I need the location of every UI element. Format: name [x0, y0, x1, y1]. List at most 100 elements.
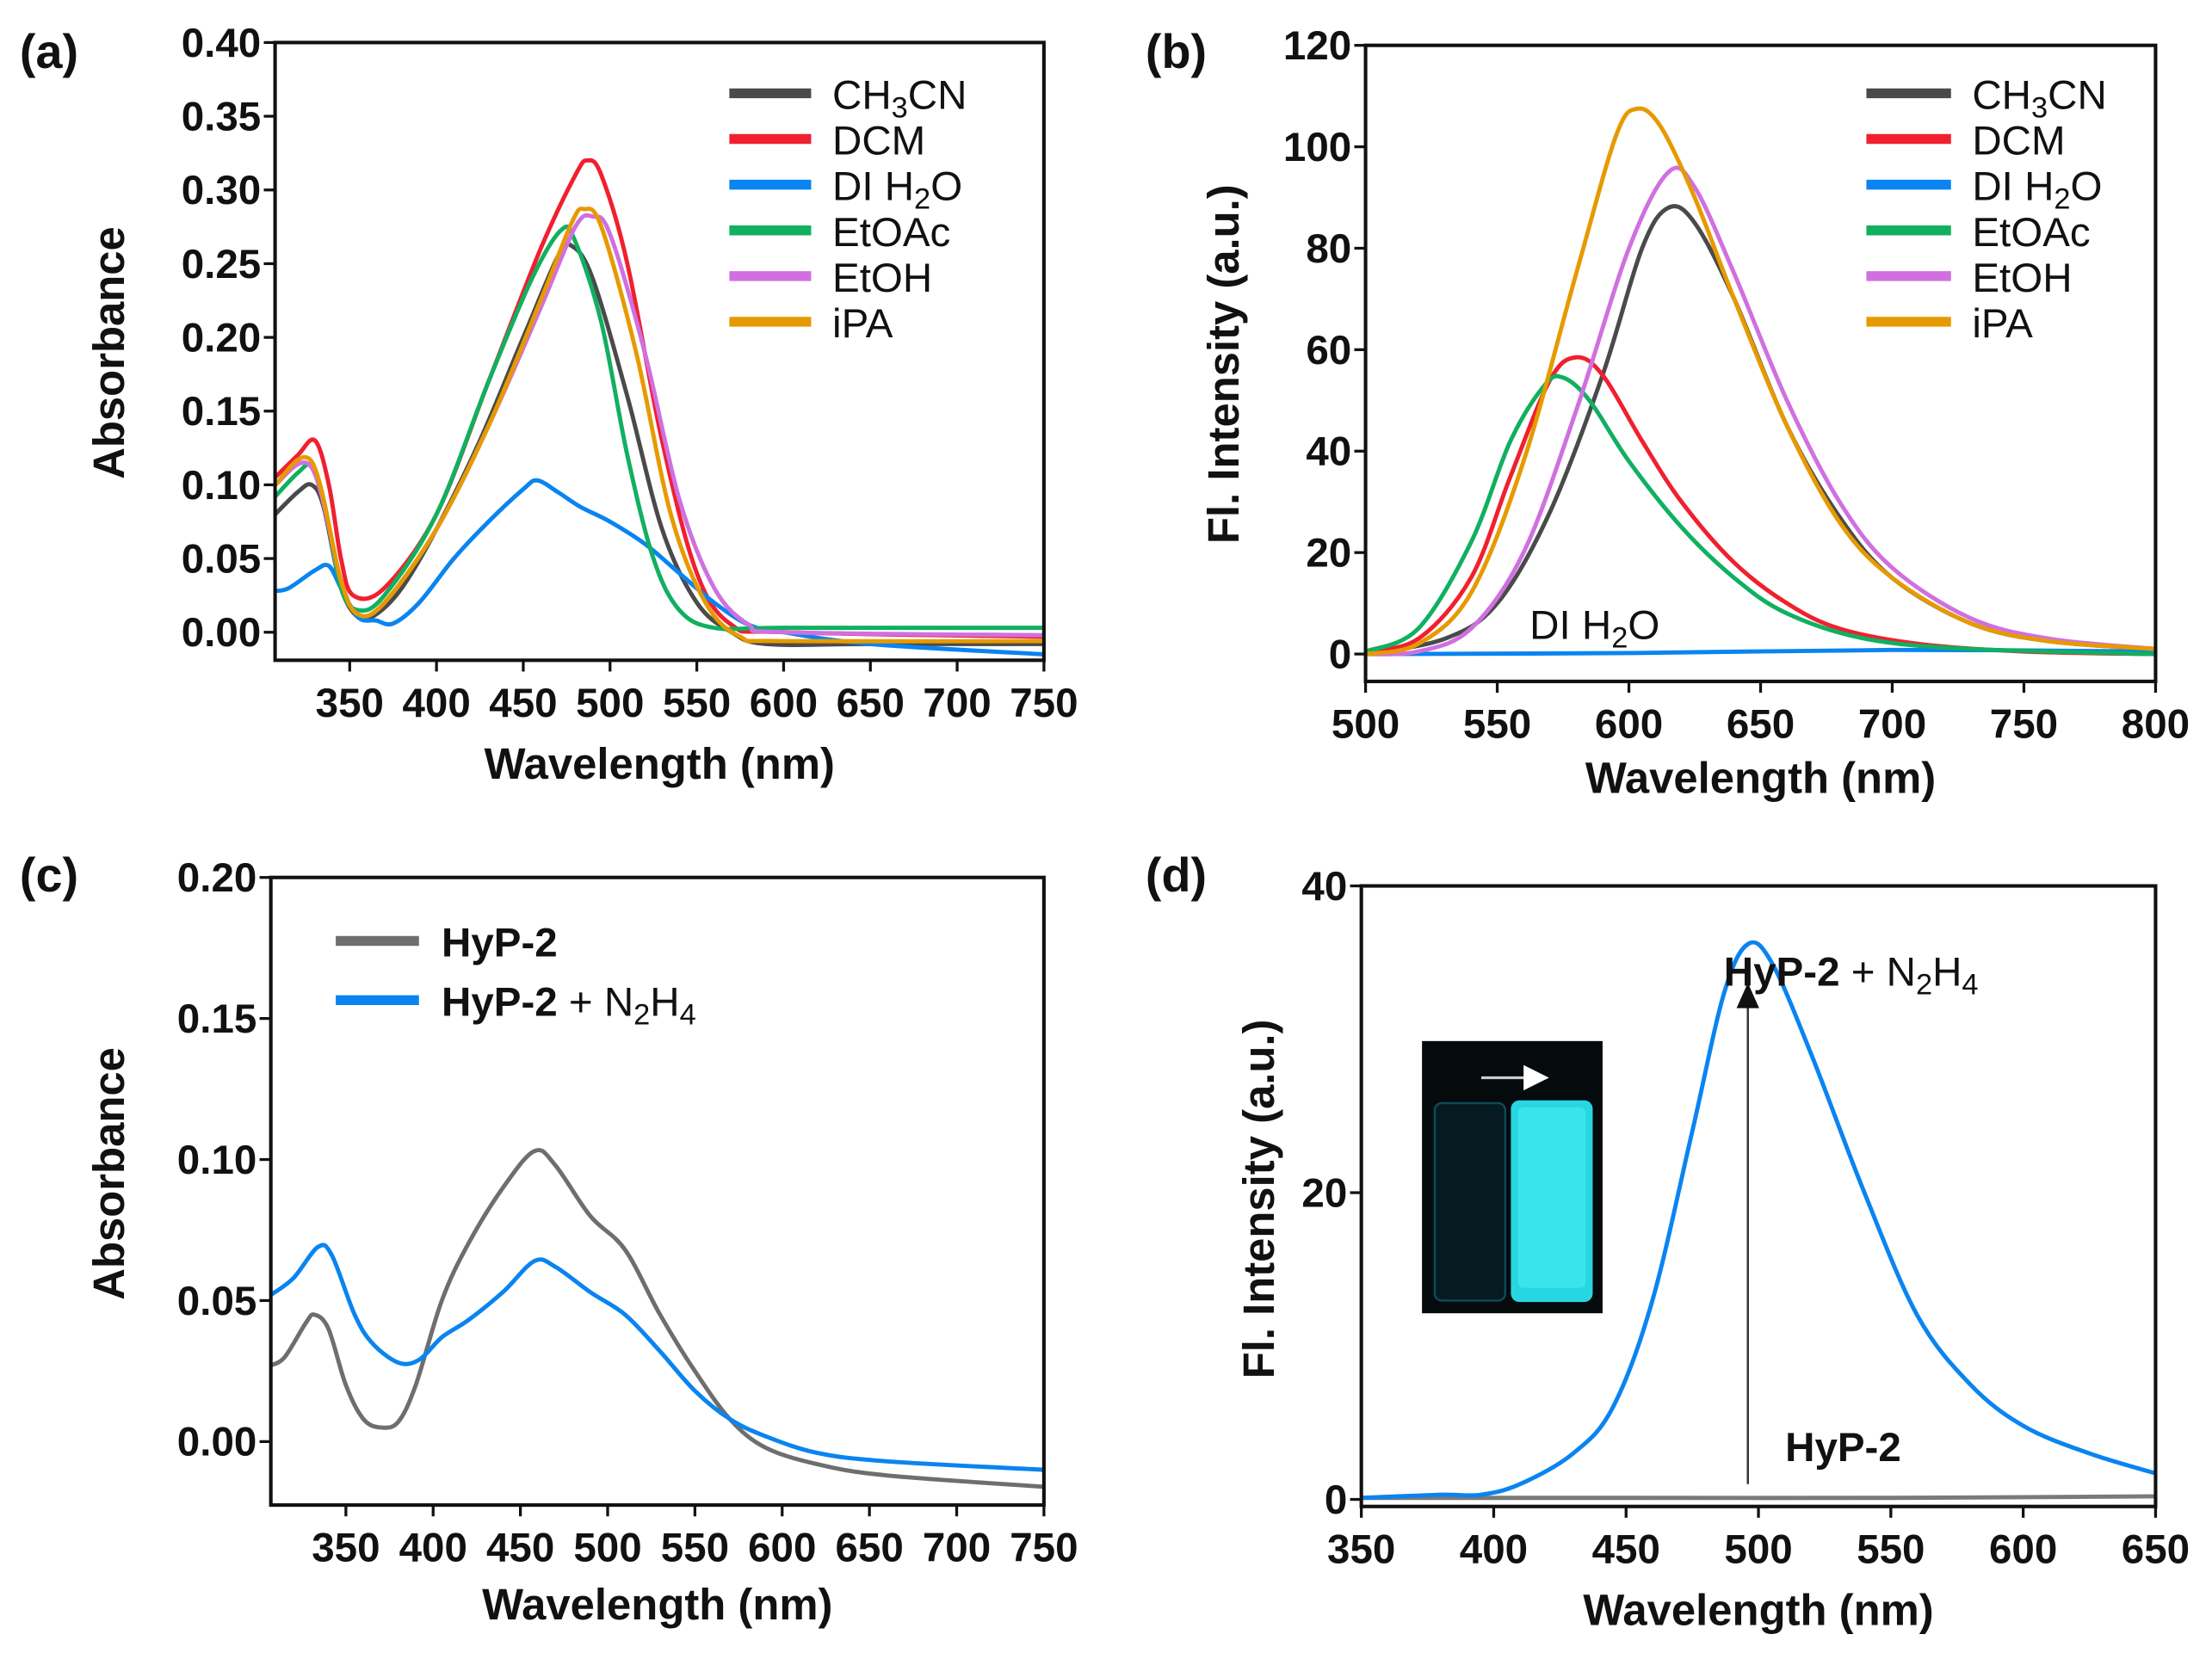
annotation-label: HyP-2 + N2H4 [1724, 949, 1979, 1001]
legend-entry-label: HyP-2 [442, 921, 558, 966]
vial-glow [1517, 1107, 1586, 1288]
x-tick-label: 600 [1595, 701, 1663, 747]
x-axis-title: Wavelength (nm) [485, 739, 835, 788]
subscript: 4 [680, 998, 696, 1031]
text-segment: DI H [1529, 602, 1611, 648]
text-segment: + N [1840, 949, 1916, 995]
y-tick-label: 100 [1283, 125, 1351, 170]
y-tick-label: 0.15 [182, 389, 261, 435]
y-axis-title: Absorbance [84, 226, 133, 479]
y-axis-title: Absorbance [84, 1047, 133, 1300]
x-tick-label: 500 [576, 681, 644, 726]
legend-entry-label: iPA [1972, 301, 2033, 347]
series-line-etoac [1364, 373, 2156, 657]
legend-entry-label: DCM [1972, 119, 2065, 164]
x-tick-label: 450 [1592, 1526, 1660, 1572]
x-tick-label: 500 [1724, 1526, 1792, 1572]
text-segment: CN [2048, 72, 2107, 118]
legend-entry-label: HyP-2 + N2H4 [442, 979, 696, 1031]
y-tick-label: 0.40 [182, 21, 261, 66]
y-tick-label: 40 [1301, 864, 1347, 910]
text-segment: HyP-2 [1724, 949, 1840, 995]
x-tick-label: 600 [750, 681, 818, 726]
legend-entry-label: DI H2O [832, 164, 962, 216]
y-tick-label: 0.00 [182, 610, 261, 656]
text-segment: EtOH [832, 256, 932, 301]
x-tick-label: 700 [923, 681, 991, 726]
text-segment: CN [908, 72, 967, 118]
text-segment: DCM [1972, 119, 2065, 164]
chart-panel-c: (c) 350 400 450 500 550 600 650 700 750 0.00 0.05 0.… [20, 848, 1078, 1629]
text-segment: EtOH [1972, 256, 2072, 301]
subscript: 2 [1611, 621, 1628, 654]
x-tick-label: 550 [1857, 1526, 1925, 1572]
legend-entry-label: DI H2O [1972, 164, 2102, 216]
x-axis-title: Wavelength (nm) [1583, 1585, 1933, 1634]
x-tick-label: 450 [486, 1526, 554, 1571]
text-segment: CH [1972, 72, 2031, 118]
annotation-label: DI H2O [1529, 602, 1659, 654]
subscript: 2 [1916, 968, 1932, 1001]
subscript: 2 [633, 998, 650, 1031]
y-tick-label: 0.25 [182, 242, 261, 287]
text-segment: EtOAc [1972, 210, 2090, 256]
series-line-ipa [273, 207, 1044, 644]
text-segment: HyP-2 [442, 979, 558, 1025]
series-line-hyp-2-n2h4 [269, 1243, 1045, 1472]
legend-entry-label: EtOAc [832, 210, 950, 256]
x-tick-label: 650 [837, 681, 905, 726]
y-tick-label: 20 [1306, 531, 1351, 577]
arrow-up-icon [1736, 983, 1759, 1008]
text-segment: O [1628, 602, 1659, 648]
text-segment: HyP-2 [1785, 1425, 1901, 1471]
y-tick-label: 0.05 [177, 1279, 256, 1324]
y-tick-label: 0.15 [177, 996, 256, 1042]
y-tick-label: 0.05 [182, 536, 261, 582]
legend-entry-label: iPA [832, 301, 893, 347]
chart-panel-d: (d) 350 400 450 500 550 600 650 0 20 40 Wavelength … [1146, 848, 2190, 1634]
series-line-hyp-2 [269, 1148, 1045, 1489]
chart-panel-a: (a) 350 400 450 500 550 600 650 700 750 0.00 0.05 0.… [20, 21, 1078, 788]
series-line-hyp-2 [1361, 1494, 2156, 1501]
subscript: 2 [2054, 182, 2070, 215]
y-tick-label: 40 [1306, 429, 1351, 475]
text-segment: DI H [832, 164, 914, 210]
y-axis-title: Fl. Intensity (a.u.) [1199, 184, 1248, 544]
y-tick-label: 60 [1306, 328, 1351, 373]
x-tick-label: 700 [923, 1526, 991, 1571]
y-tick-label: 0.10 [177, 1138, 256, 1183]
panel-label: (b) [1146, 25, 1207, 78]
text-segment: O [2071, 164, 2103, 210]
x-tick-label: 400 [402, 681, 470, 726]
panel-label: (d) [1146, 848, 1207, 902]
x-tick-label: 650 [1727, 701, 1795, 747]
text-segment: iPA [832, 301, 893, 347]
x-tick-label: 400 [399, 1526, 467, 1571]
y-tick-label: 20 [1301, 1170, 1347, 1216]
text-segment: O [930, 164, 962, 210]
legend-entry-label: EtOAc [1972, 210, 2090, 256]
x-tick-label: 450 [489, 681, 557, 726]
x-tick-label: 700 [1858, 701, 1926, 747]
series-line-hyp-2-n2h4 [1361, 940, 2157, 1501]
x-tick-label: 350 [312, 1526, 380, 1571]
legend-entry-label: DCM [832, 119, 925, 164]
x-tick-label: 750 [1010, 681, 1078, 726]
x-tick-label: 800 [2122, 701, 2190, 747]
text-segment: DI H [1972, 164, 2054, 210]
y-tick-label: 0.30 [182, 168, 261, 213]
text-segment: EtOAc [832, 210, 950, 256]
x-axis-title: Wavelength (nm) [1585, 753, 1936, 802]
plot-frame [273, 40, 1046, 663]
x-tick-label: 600 [1989, 1526, 2057, 1572]
series-line-etoh [1365, 165, 2156, 657]
y-axis-title: Fl. Intensity (a.u.) [1234, 1020, 1283, 1379]
x-tick-label: 750 [1990, 701, 2058, 747]
annotation-label: HyP-2 [1785, 1425, 1901, 1471]
series-line-ipa [1365, 106, 2156, 657]
legend-entry-label: CH3CN [832, 72, 967, 124]
legend-entry-label: EtOH [832, 256, 932, 301]
